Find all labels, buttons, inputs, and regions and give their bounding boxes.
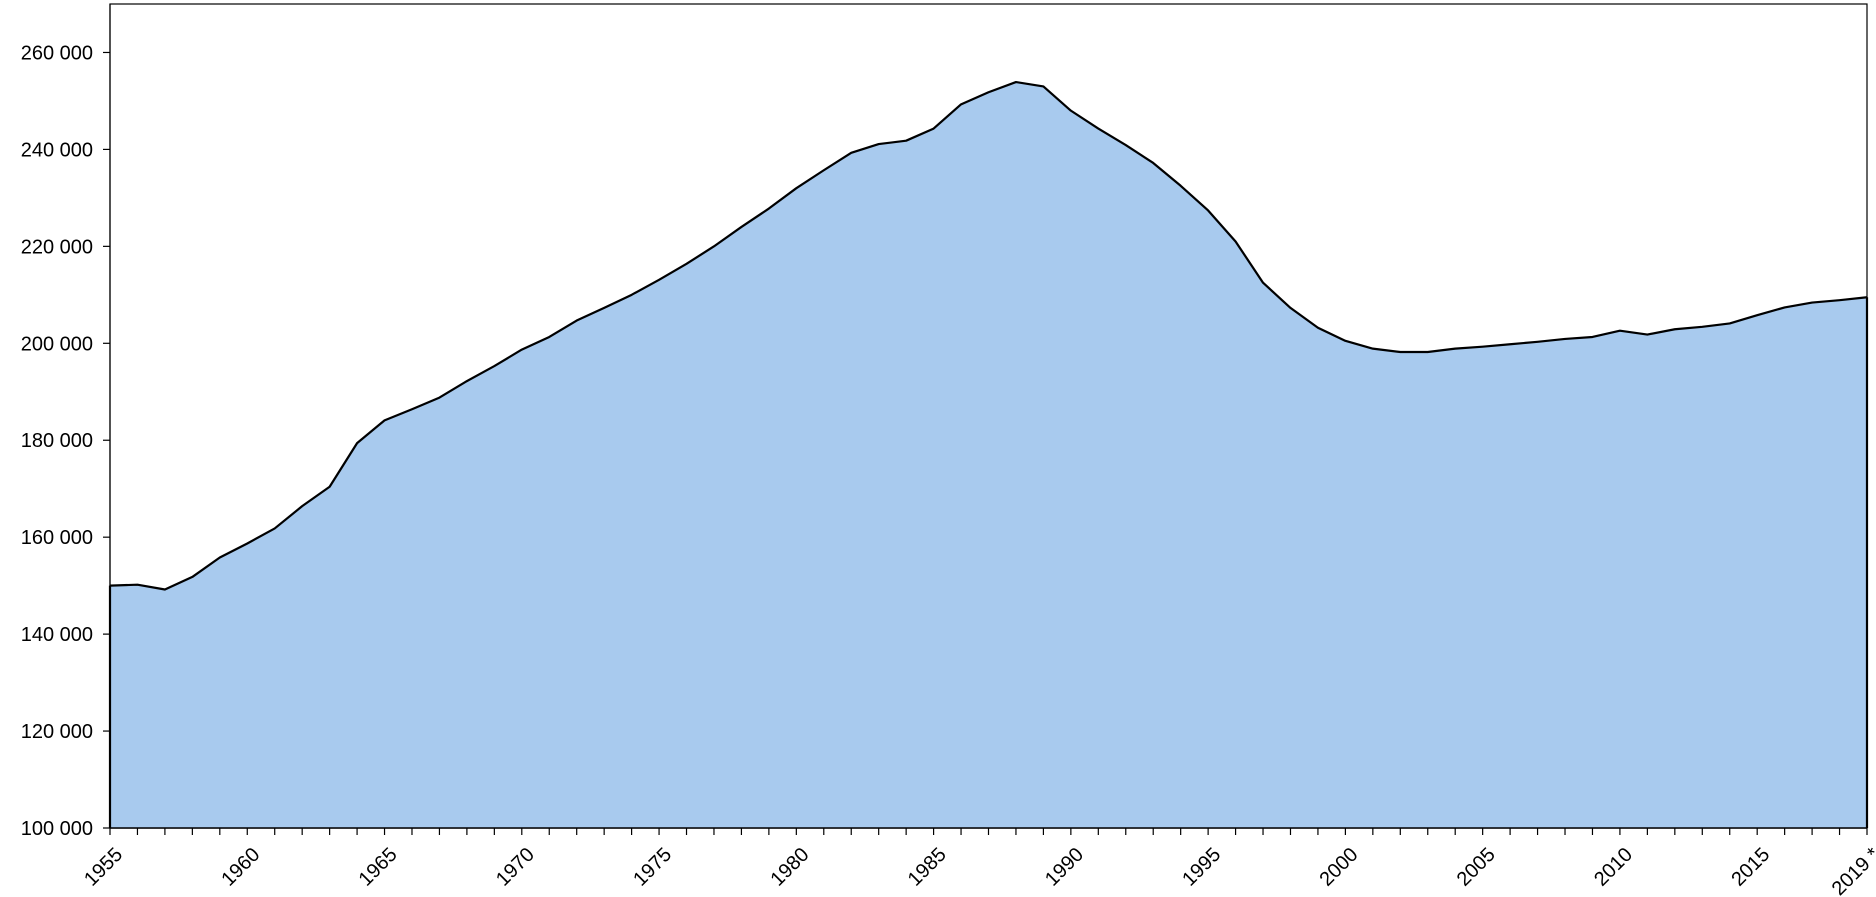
x-tick-label: 1985 [904, 844, 951, 891]
y-tick-label: 140 000 [21, 624, 93, 646]
x-tick-label: 2005 [1453, 844, 1500, 891]
x-tick-label: 1980 [766, 844, 813, 891]
x-tick-label: 1965 [355, 844, 402, 891]
x-tick-label: 2000 [1316, 844, 1363, 891]
y-tick-label: 240 000 [21, 139, 93, 161]
area-series-line [109, 80, 1868, 591]
y-tick-label: 220 000 [21, 236, 93, 258]
x-tick-label: 1955 [80, 844, 127, 891]
x-tick-label: 2010 [1590, 844, 1637, 891]
y-tick-label: 120 000 [21, 721, 93, 743]
x-tick-label: 1990 [1041, 844, 1088, 891]
y-tick-label: 160 000 [21, 527, 93, 549]
x-tick-label: 1975 [629, 844, 676, 891]
x-tick-label: 1960 [217, 844, 264, 891]
x-axis: 1955 1960 1965 1970 1975 1980 1985 1990 1995 2000… [80, 827, 1876, 897]
x-tick-label: 1995 [1178, 844, 1225, 891]
y-tick-label: 200 000 [21, 333, 93, 355]
x-tick-label: 2015 [1727, 844, 1774, 891]
y-tick-label: 100 000 [21, 818, 93, 840]
y-tick-label: 260 000 [21, 42, 93, 64]
y-tick-label: 180 000 [21, 430, 93, 452]
x-tick-label: 1970 [492, 844, 539, 891]
area-fill [110, 82, 1867, 829]
x-tick-label: 2019 * [1828, 843, 1876, 897]
y-axis: 100 000 120 000 140 000 160 000 180 000 200 0… [21, 4, 111, 840]
